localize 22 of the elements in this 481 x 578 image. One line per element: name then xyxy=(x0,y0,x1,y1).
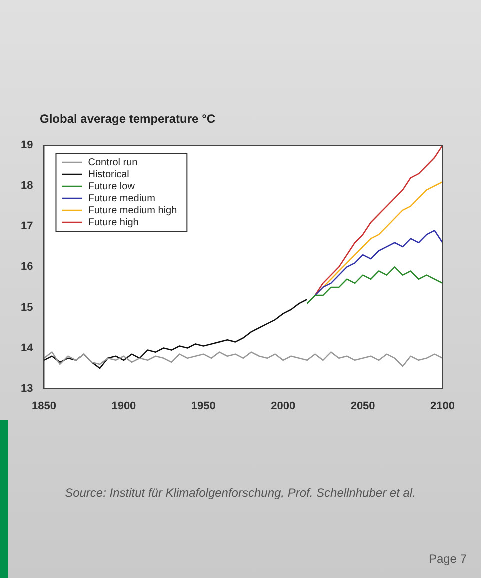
chart-title: Global average temperature °C xyxy=(40,112,216,126)
text: Page 7 xyxy=(428,552,467,566)
y-tick-label: 13 xyxy=(20,382,34,395)
x-tick-label: 1900 xyxy=(112,400,136,412)
x-tick-label: 1950 xyxy=(191,400,216,412)
y-tick-label: 18 xyxy=(20,180,34,192)
y-tick-label: 17 xyxy=(20,220,34,233)
x-tick-label: 2050 xyxy=(350,400,376,412)
legend-label: Historical xyxy=(88,169,130,180)
x-tick-label: 2100 xyxy=(430,400,456,412)
legend-label: Future high xyxy=(88,217,139,228)
legend-label: Future medium xyxy=(88,193,156,204)
legend-label: Control run xyxy=(88,157,138,168)
y-tick-label: 14 xyxy=(20,342,34,354)
y-tick-label: 16 xyxy=(20,261,34,274)
legend-label: Future low xyxy=(88,181,136,192)
source-note: Source: Institut für Klimafolgenforschung, Prof. Schellnhuber et al. xyxy=(64,486,417,500)
x-tick-label: 1850 xyxy=(32,400,56,412)
y-tick-label: 15 xyxy=(20,302,34,314)
legend-label: Future medium high xyxy=(88,205,178,216)
y-tick-label: 19 xyxy=(20,140,34,152)
x-tick-label: 2000 xyxy=(271,400,296,412)
